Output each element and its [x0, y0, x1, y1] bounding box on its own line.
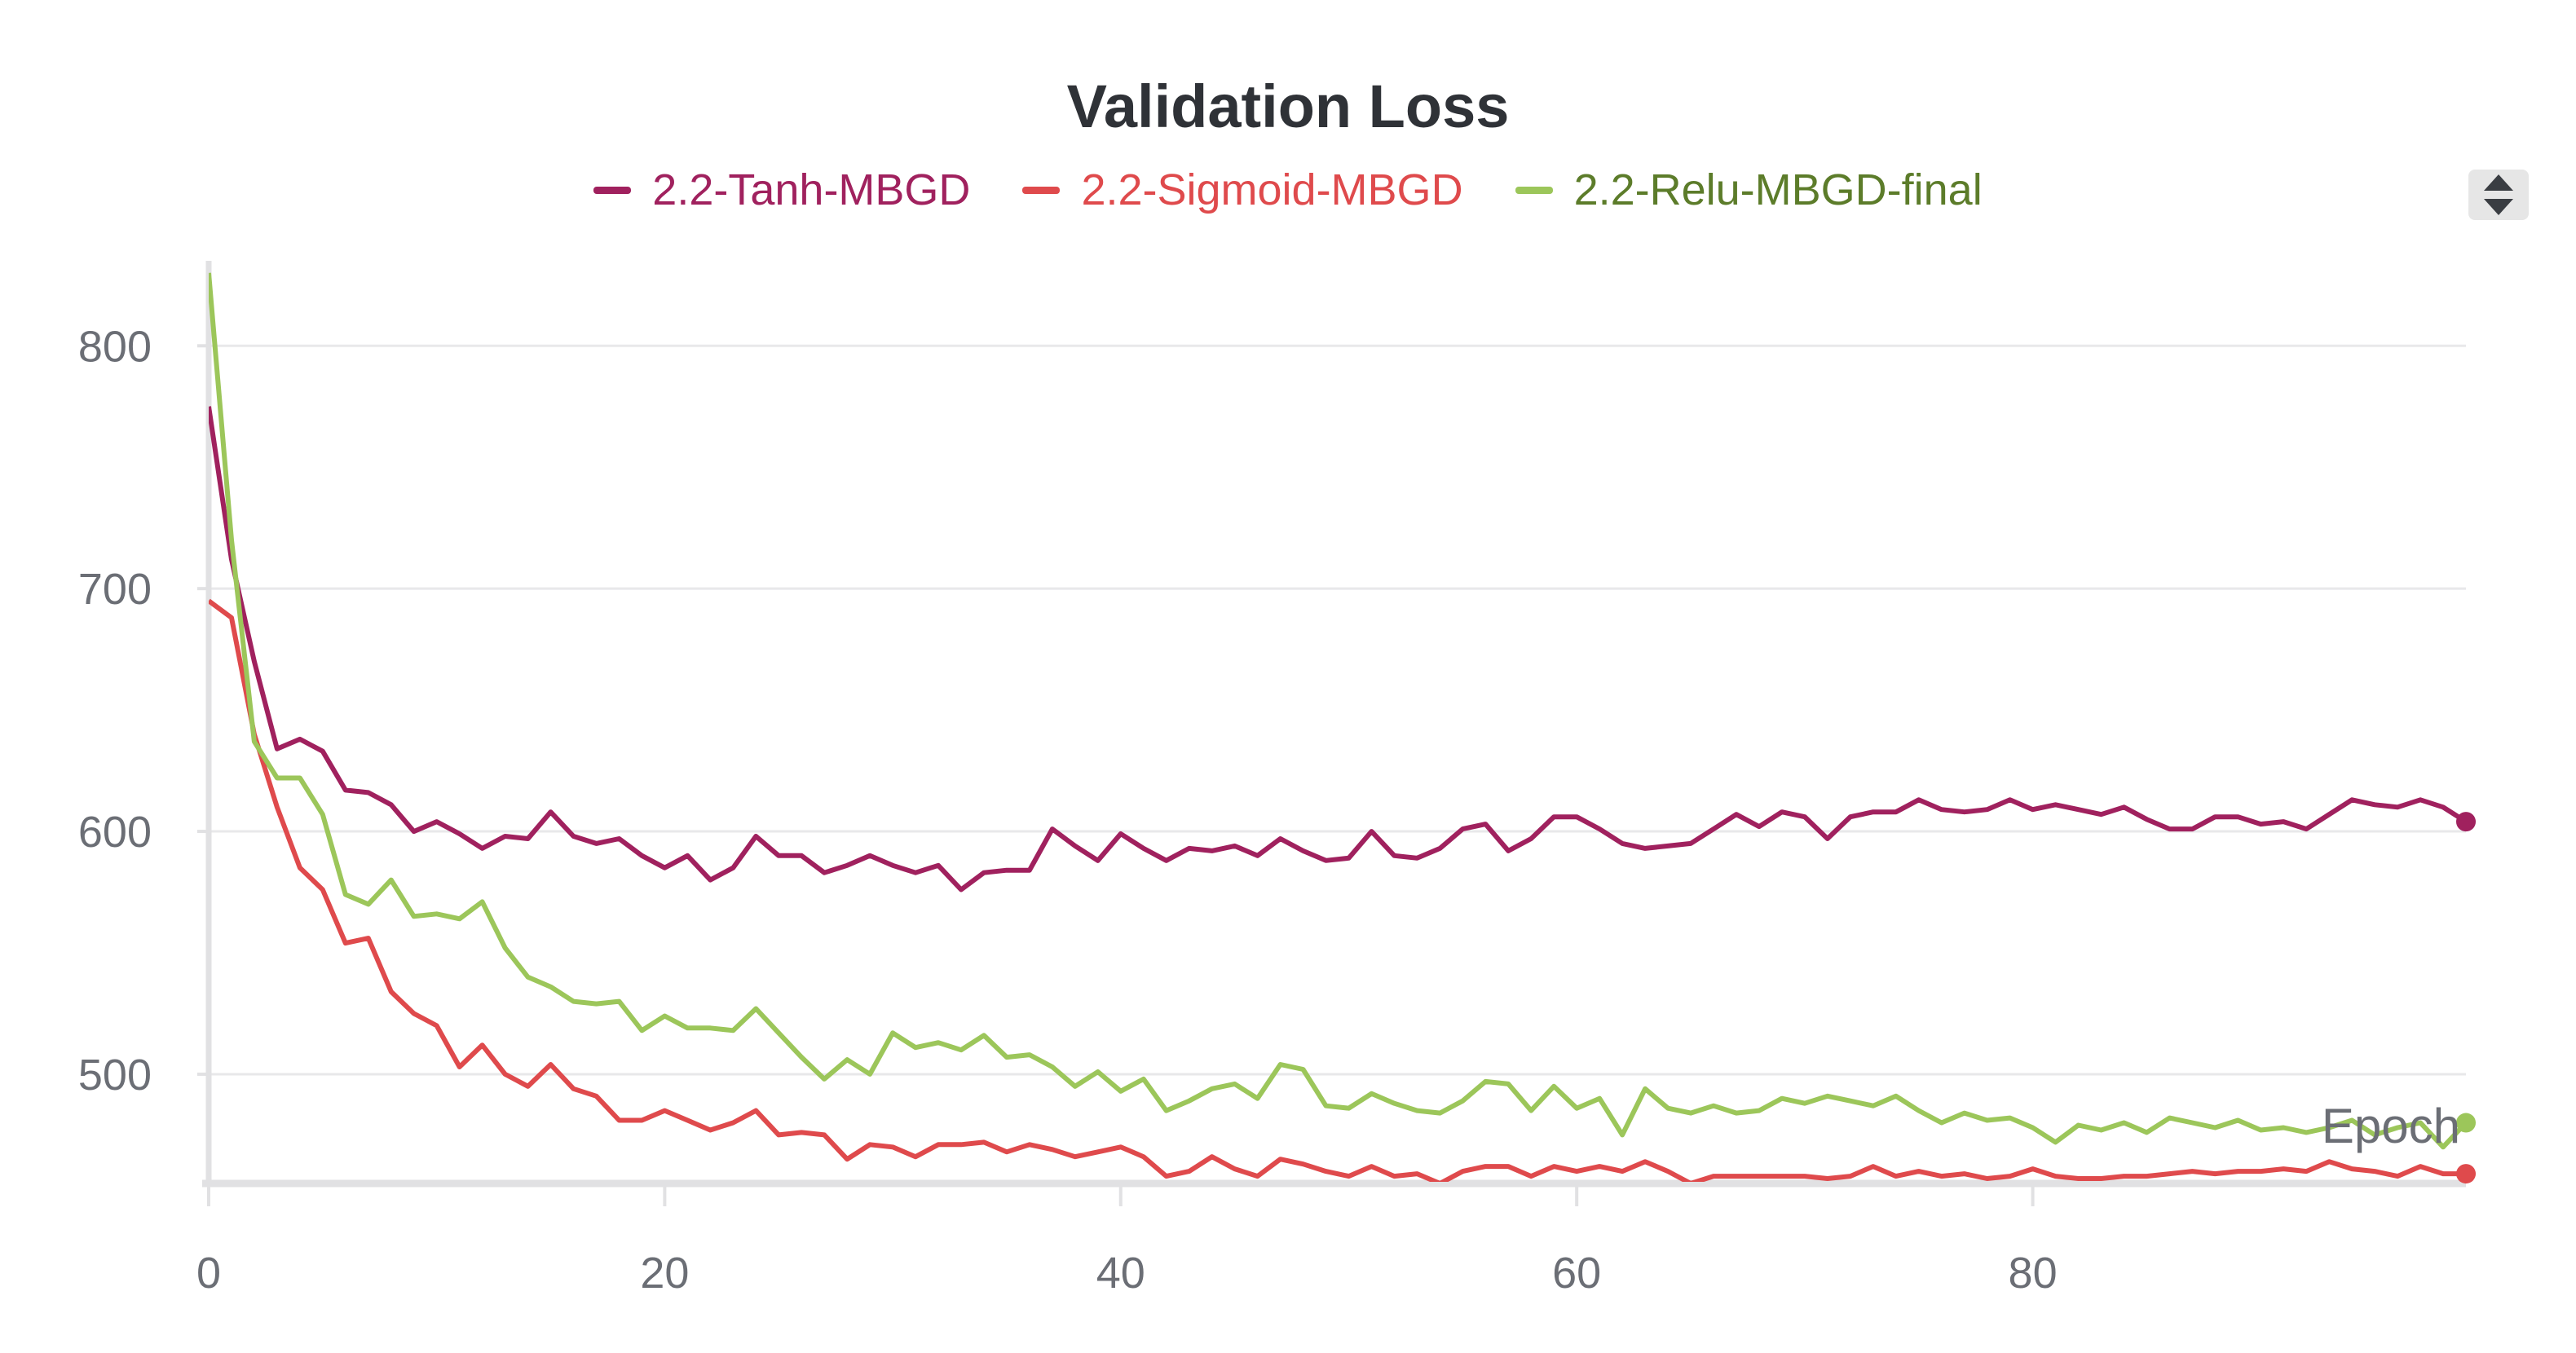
- y-tick-label-500: 500: [78, 1051, 152, 1100]
- axes: [197, 261, 2466, 1206]
- series-endpoint-1: [2456, 1164, 2476, 1184]
- y-tick-label-600: 600: [78, 808, 152, 857]
- x-tick-label-0: 0: [196, 1249, 221, 1298]
- chart-legend: 2.2-Tanh-MBGD 2.2-Sigmoid-MBGD 2.2-Relu-…: [0, 165, 2576, 215]
- legend-item-tanh[interactable]: 2.2-Tanh-MBGD: [593, 165, 970, 215]
- y-tick-label-700: 700: [78, 565, 152, 614]
- legend-swatch-tanh: [593, 186, 632, 194]
- x-tick-label-40: 40: [1096, 1249, 1145, 1298]
- series-line-1: [209, 598, 2466, 1182]
- x-tick-label-60: 60: [1552, 1249, 1601, 1298]
- grid-lines: [209, 344, 2466, 1076]
- legend-item-sigmoid[interactable]: 2.2-Sigmoid-MBGD: [1022, 165, 1463, 215]
- sort-arrows-icon: [2484, 174, 2513, 215]
- series-lines: [209, 272, 2476, 1184]
- chart-title: Validation Loss: [1066, 73, 1510, 140]
- legend-scroll-button[interactable]: [2468, 170, 2529, 220]
- tick-labels: 500 600 700 800 0 20 40 60 80: [78, 322, 2058, 1298]
- series-endpoint-0: [2456, 812, 2476, 832]
- legend-label-sigmoid: 2.2-Sigmoid-MBGD: [1081, 165, 1463, 214]
- legend-label-relu: 2.2-Relu-MBGD-final: [1573, 165, 1983, 214]
- series-line-0: [209, 406, 2468, 892]
- x-tick-label-20: 20: [640, 1249, 689, 1298]
- series-line-2: [209, 272, 2468, 1150]
- x-axis-label: Epoch: [2322, 1099, 2460, 1153]
- legend-label-tanh: 2.2-Tanh-MBGD: [652, 165, 971, 214]
- x-tick-label-80: 80: [2009, 1249, 2058, 1298]
- legend-swatch-relu: [1515, 186, 1553, 194]
- y-tick-label-800: 800: [78, 322, 152, 371]
- legend-swatch-sigmoid: [1022, 186, 1061, 194]
- legend-item-relu[interactable]: 2.2-Relu-MBGD-final: [1515, 165, 1983, 215]
- series-endpoint-2: [2456, 1113, 2476, 1133]
